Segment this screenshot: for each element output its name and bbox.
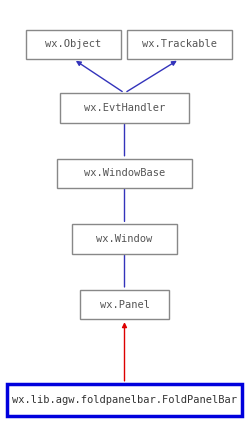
FancyBboxPatch shape	[57, 159, 192, 188]
Text: wx.EvtHandler: wx.EvtHandler	[84, 103, 165, 113]
FancyBboxPatch shape	[60, 93, 189, 123]
FancyBboxPatch shape	[72, 224, 177, 254]
Text: wx.Object: wx.Object	[45, 39, 102, 49]
FancyBboxPatch shape	[80, 290, 169, 319]
FancyBboxPatch shape	[7, 384, 242, 415]
FancyBboxPatch shape	[127, 30, 232, 59]
Text: wx.lib.agw.foldpanelbar.FoldPanelBar: wx.lib.agw.foldpanelbar.FoldPanelBar	[12, 395, 237, 405]
Text: wx.Window: wx.Window	[96, 234, 153, 244]
Text: wx.Panel: wx.Panel	[100, 299, 149, 310]
FancyBboxPatch shape	[26, 30, 121, 59]
Text: wx.Trackable: wx.Trackable	[142, 39, 217, 49]
Text: wx.WindowBase: wx.WindowBase	[84, 168, 165, 179]
